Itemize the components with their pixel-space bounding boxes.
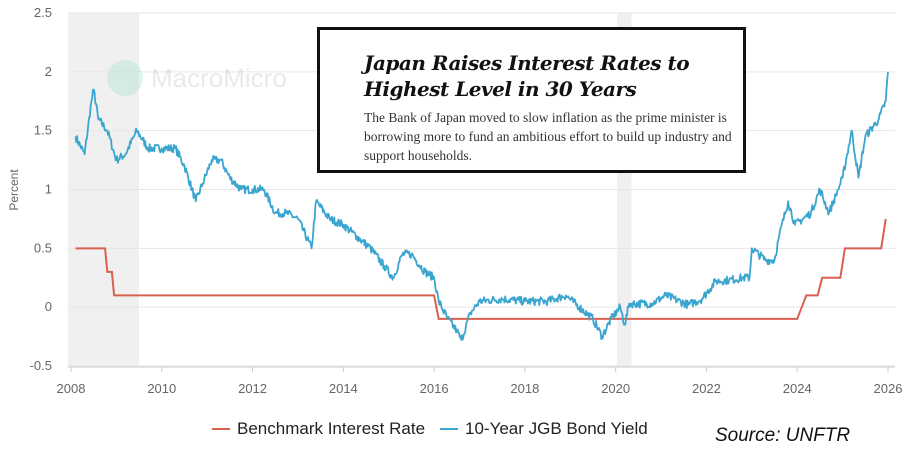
legend-swatch-benchmark [212, 428, 230, 430]
x-tick-label: 2012 [238, 381, 267, 396]
legend-label-jgb: 10-Year JGB Bond Yield [465, 419, 648, 438]
watermark-text: MacroMicro [151, 62, 287, 93]
y-tick-label: 1.5 [34, 123, 52, 138]
headline-box: Japan Raises Interest Rates to Highest L… [317, 27, 746, 173]
watermark: MacroMicro [107, 60, 287, 96]
y-tick-label: 2 [45, 64, 52, 79]
x-tick-label: 2008 [57, 381, 86, 396]
x-tick-label: 2016 [420, 381, 449, 396]
y-tick-label: 1 [45, 182, 52, 197]
y-axis-label: Percent [7, 169, 21, 211]
legend-item-benchmark[interactable]: Benchmark Interest Rate [212, 419, 425, 439]
headline-title: Japan Raises Interest Rates to Highest L… [364, 51, 690, 101]
source-note: Source: UNFTR [715, 425, 851, 446]
x-tick-label: 2026 [874, 381, 903, 396]
x-tick-label: 2010 [147, 381, 176, 396]
y-tick-label: 0 [45, 299, 52, 314]
x-tick-label: 2022 [692, 381, 721, 396]
x-tick-label: 2018 [510, 381, 539, 396]
x-tick-label: 2014 [329, 381, 358, 396]
series-line-jgb-yield [74, 71, 889, 342]
y-tick-label: 0.5 [34, 240, 52, 255]
y-tick-label: -0.5 [30, 358, 52, 373]
x-tick-label: 2020 [601, 381, 630, 396]
headline-subtitle: The Bank of Japan moved to slow inflatio… [364, 110, 732, 163]
y-tick-label: 2.5 [34, 5, 52, 20]
legend-swatch-jgb [440, 428, 458, 430]
legend-label-benchmark: Benchmark Interest Rate [237, 419, 426, 438]
series-line-benchmark [75, 218, 887, 320]
legend-item-jgb[interactable]: 10-Year JGB Bond Yield [440, 419, 648, 439]
macromicro-logo-icon [107, 60, 143, 96]
x-tick-label: 2024 [783, 381, 812, 396]
